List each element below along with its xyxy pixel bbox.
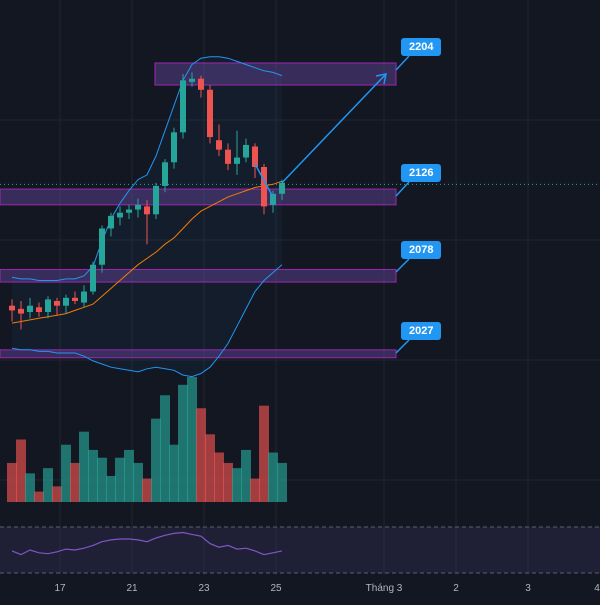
volume-bar: [232, 468, 242, 502]
rsi-line: [11, 531, 283, 556]
price-tag-connector: [395, 258, 410, 273]
price-tag-2027[interactable]: 2027: [401, 322, 442, 340]
x-tick-label: Tháng 3: [365, 583, 403, 594]
candle-body: [261, 167, 267, 207]
price-tag-connector: [395, 181, 410, 197]
projection-arrow-down: [254, 163, 274, 198]
candle-body: [18, 308, 24, 314]
candle-body: [153, 185, 159, 215]
candle-body: [9, 305, 15, 311]
candle-body: [279, 182, 285, 194]
zone-2027: [0, 349, 397, 359]
candle-body: [99, 228, 105, 265]
volume-bar: [187, 377, 197, 502]
volume-bar: [133, 462, 143, 502]
candle-body: [144, 206, 150, 215]
candle-body: [162, 162, 168, 186]
candle-body: [216, 140, 222, 150]
volume-bar: [61, 444, 71, 502]
candle-body: [189, 78, 195, 82]
candle-body: [243, 144, 249, 158]
volume-bar: [250, 478, 260, 502]
candle-body: [45, 299, 51, 313]
volume-bar: [52, 486, 62, 502]
candle-body: [234, 157, 240, 164]
candle-body: [72, 297, 78, 301]
candle-body: [198, 78, 204, 90]
volume-bar: [169, 444, 179, 502]
volume-bar: [214, 452, 224, 502]
bollinger-lower-line: [11, 264, 283, 378]
volume-bar: [196, 408, 206, 502]
volume-bar: [34, 491, 44, 502]
volume-bar: [25, 473, 35, 502]
volume-bar: [7, 462, 17, 502]
price-tag-connector: [395, 55, 410, 71]
volume-bar: [97, 457, 107, 502]
volume-bar: [268, 452, 278, 502]
candle-body: [63, 297, 69, 306]
volume-bar: [43, 468, 53, 502]
volume-bar: [124, 449, 134, 502]
candle-body: [54, 300, 60, 306]
volume-bar: [223, 462, 233, 502]
projection-arrowhead: [375, 73, 387, 85]
bollinger-upper-line: [11, 56, 283, 281]
price-tag-2078[interactable]: 2078: [401, 241, 442, 259]
volume-bar: [160, 395, 170, 502]
x-tick-label: 21: [126, 583, 138, 594]
candle-body: [270, 193, 276, 205]
x-tick-label: 25: [270, 583, 282, 594]
candle-body: [81, 291, 87, 303]
candle-body: [135, 204, 141, 210]
volume-bar: [241, 449, 251, 502]
volume-bar: [142, 478, 152, 502]
candle-body: [207, 89, 213, 138]
moving-average-line: [11, 180, 283, 324]
candle-body: [126, 209, 132, 213]
volume-bar: [151, 418, 161, 502]
volume-bar: [106, 475, 116, 502]
x-tick-label: 2: [453, 583, 459, 594]
candle-body: [27, 305, 33, 313]
candle-body: [108, 215, 114, 229]
candle-body: [225, 149, 231, 164]
volume-bar: [70, 462, 80, 502]
volume-bar: [88, 449, 98, 502]
x-tick-label: 3: [525, 583, 531, 594]
candle-body: [180, 80, 186, 133]
x-tick-label: 23: [198, 583, 210, 594]
candle-body: [171, 132, 177, 163]
zone-2078: [0, 268, 397, 283]
candle-body: [90, 264, 96, 292]
candle-body: [36, 307, 42, 313]
volume-bar: [277, 462, 287, 502]
volume-bar: [178, 384, 188, 502]
x-tick-label: 4: [594, 583, 600, 594]
zone-2126: [0, 188, 397, 206]
price-tag-2204[interactable]: 2204: [401, 38, 442, 56]
projection-arrow-up: [281, 73, 387, 184]
volume-bar: [79, 431, 89, 502]
candle-body: [117, 212, 123, 218]
candle-body: [252, 146, 258, 167]
price-tag-connector: [395, 339, 410, 354]
price-tag-2126[interactable]: 2126: [401, 164, 442, 182]
volume-bar: [205, 434, 215, 502]
resistance-zone-2204: [154, 62, 397, 86]
rsi-pane-bg: [0, 527, 600, 573]
volume-bar: [259, 405, 269, 502]
x-tick-label: 17: [54, 583, 66, 594]
volume-bar: [115, 457, 125, 502]
volume-bar: [16, 439, 26, 502]
